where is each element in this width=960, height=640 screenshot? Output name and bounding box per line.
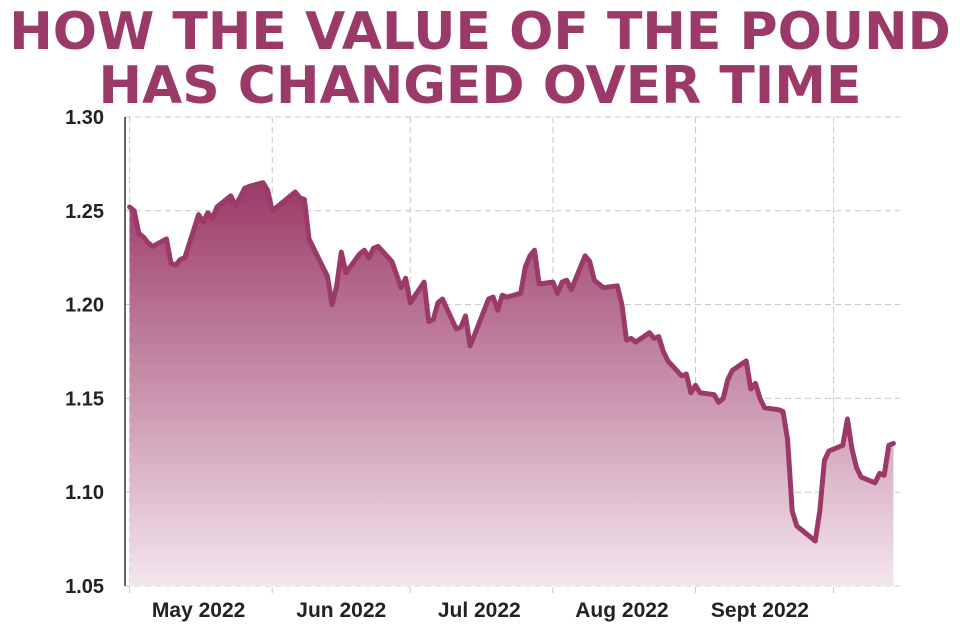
y-tick-label: 1.20 <box>65 295 104 317</box>
y-tick-labels: 1.30 1.25 1.20 1.15 1.10 1.05 <box>65 107 104 598</box>
chart-title-line-1: HOW THE VALUE OF THE POUND <box>9 2 951 62</box>
y-tick-label: 1.25 <box>65 201 104 223</box>
y-tick-label: 1.10 <box>65 482 104 504</box>
x-tick-label: Sept 2022 <box>711 599 809 622</box>
area-fill <box>129 182 894 586</box>
y-tick-label: 1.30 <box>65 107 104 129</box>
y-tick-label: 1.15 <box>65 388 104 410</box>
x-tick-label: May 2022 <box>152 599 245 622</box>
series-line <box>127 180 896 544</box>
x-tick-labels: May 2022 Jun 2022 Jul 2022 Aug 2022 Sept 202… <box>152 599 809 622</box>
x-tick-label: Jul 2022 <box>438 599 521 622</box>
chart-title-line-2: HAS CHANGED OVER TIME <box>98 56 862 116</box>
x-tick-label: Jun 2022 <box>296 599 386 622</box>
x-tick-label: Aug 2022 <box>575 599 668 622</box>
y-tick-label: 1.05 <box>65 576 104 598</box>
